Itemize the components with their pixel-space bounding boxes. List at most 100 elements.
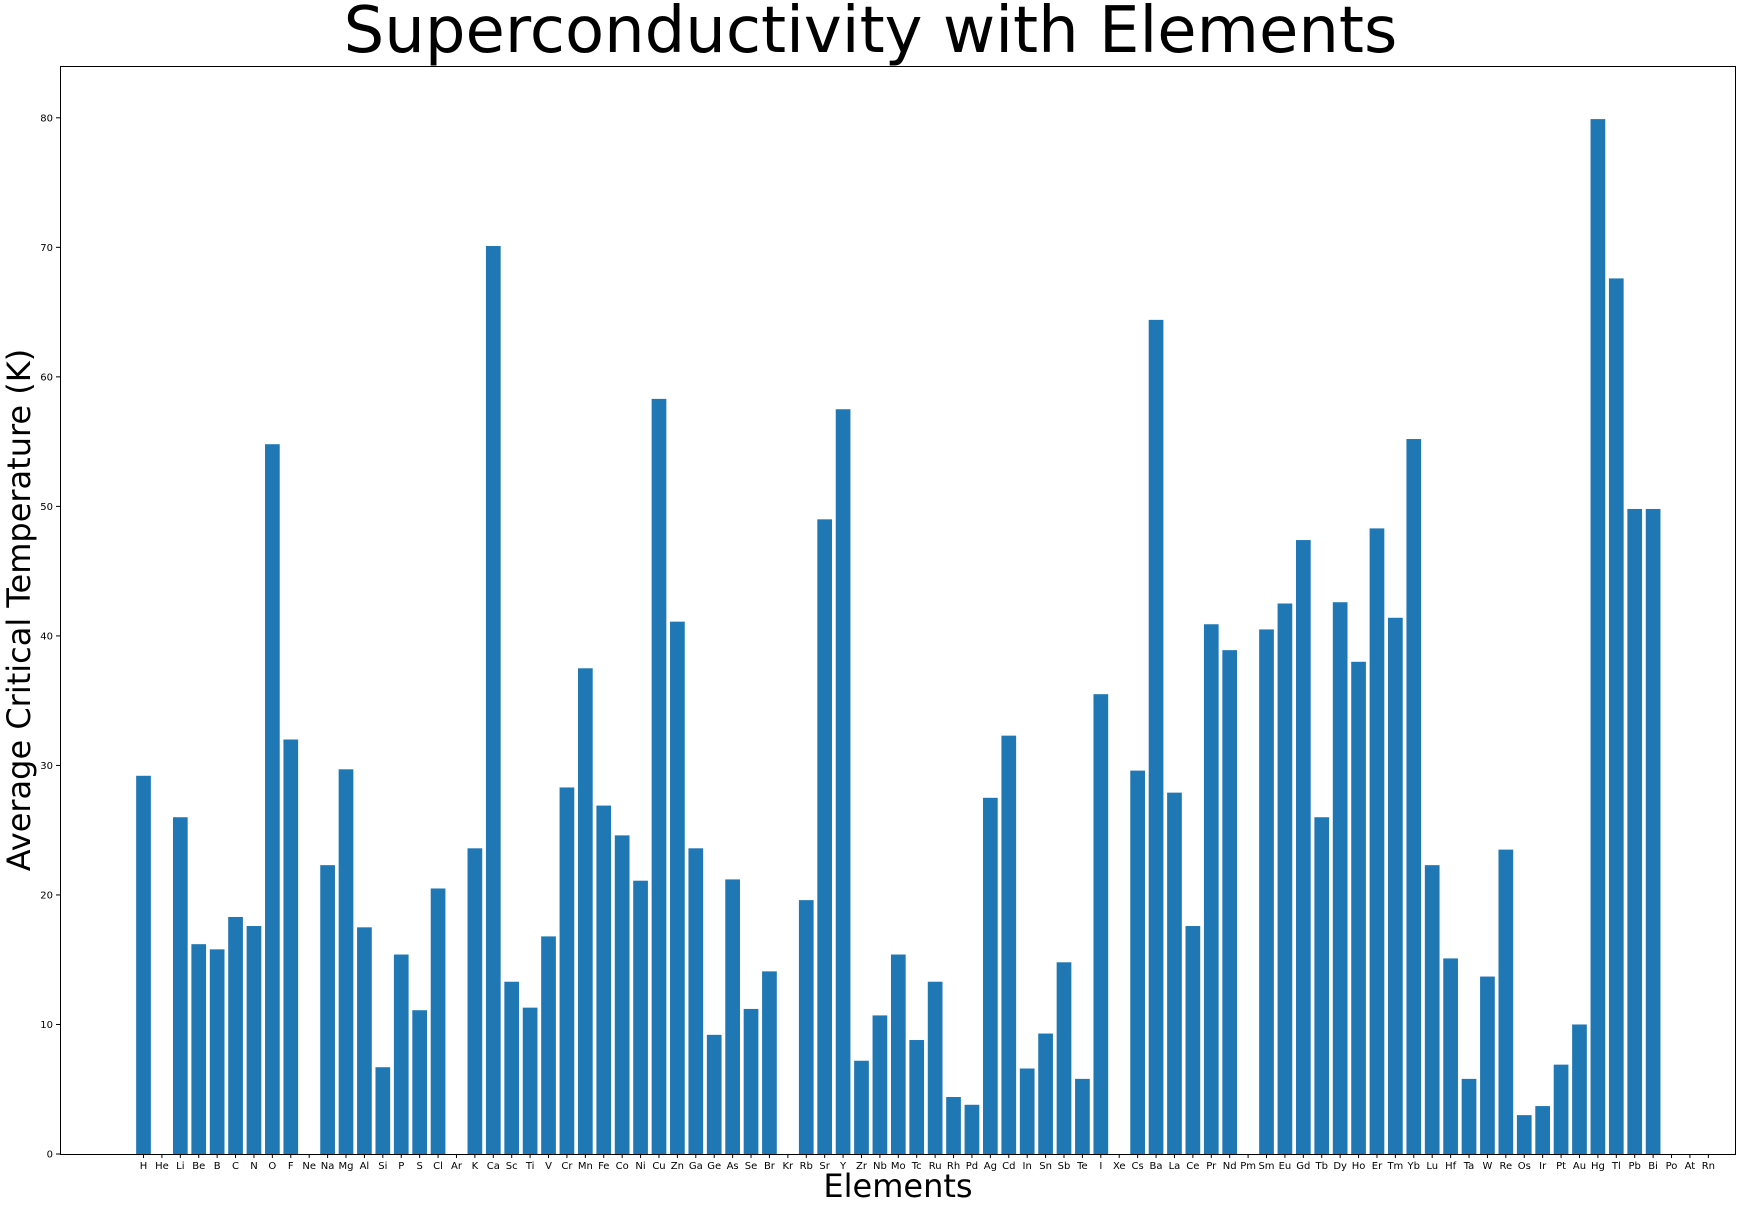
bar-Re xyxy=(1498,849,1514,1154)
chart-title: Superconductivity with Elements xyxy=(343,0,1398,68)
x-tick-label: Co xyxy=(616,1161,629,1172)
x-tick-label: Be xyxy=(192,1161,205,1172)
x-tick-label: Os xyxy=(1518,1161,1531,1172)
bar-Pd xyxy=(964,1104,980,1154)
x-tick-label: Bi xyxy=(1648,1161,1658,1172)
x-tick-label: S xyxy=(416,1161,422,1172)
x-tick-label: Fe xyxy=(598,1161,609,1172)
bar-Mo xyxy=(890,954,906,1154)
y-tick-label: 70 xyxy=(40,243,53,254)
bar-Cd xyxy=(1001,735,1017,1154)
x-tick-label: H xyxy=(140,1161,148,1172)
x-tick-label: Ru xyxy=(929,1161,942,1172)
x-tick-label: Ce xyxy=(1186,1161,1199,1172)
y-axis-ticks: 0 10 20 30 40 50 60 70 80 xyxy=(40,113,60,1161)
x-tick-label: Na xyxy=(321,1161,335,1172)
x-tick-label: Ba xyxy=(1150,1161,1163,1172)
y-tick-label: 50 xyxy=(40,502,53,513)
x-tick-label: N xyxy=(250,1161,257,1172)
bar-Se xyxy=(743,1008,759,1154)
x-tick-label: K xyxy=(472,1161,479,1172)
y-tick-label: 10 xyxy=(40,1020,53,1031)
y-tick-label: 60 xyxy=(40,372,53,383)
x-tick-label: Sc xyxy=(506,1161,518,1172)
x-tick-label: Dy xyxy=(1333,1161,1347,1172)
y-tick-label: 80 xyxy=(40,113,53,124)
x-tick-label: O xyxy=(268,1161,276,1172)
bar-I xyxy=(1093,694,1109,1154)
x-tick-label: Nd xyxy=(1223,1161,1237,1172)
bar-O xyxy=(265,444,280,1155)
bar-Sr xyxy=(817,519,833,1154)
x-tick-label: B xyxy=(214,1161,221,1172)
x-tick-label: In xyxy=(1023,1161,1032,1172)
bar-Te xyxy=(1075,1078,1090,1154)
x-tick-label: Ir xyxy=(1539,1161,1547,1172)
bar-Cr xyxy=(559,787,575,1154)
x-tick-label: Ag xyxy=(984,1161,997,1172)
x-tick-label: Po xyxy=(1666,1161,1678,1172)
x-tick-label: Er xyxy=(1372,1161,1383,1172)
x-axis-ticks: H He Li Be B C N O F Ne Na Mg Al Si P S Cl Ar K Ca Sc Ti V Cr Mn… xyxy=(140,1154,1715,1172)
x-tick-label: I xyxy=(1099,1161,1102,1172)
bar-F xyxy=(283,739,299,1154)
x-tick-label: He xyxy=(155,1161,169,1172)
x-tick-label: Y xyxy=(839,1161,847,1172)
bar-Ta xyxy=(1461,1078,1477,1154)
x-tick-label: Ca xyxy=(487,1161,500,1172)
x-tick-label: Ga xyxy=(689,1161,703,1172)
x-tick-label: V xyxy=(545,1161,552,1172)
bar-Ag xyxy=(983,797,998,1154)
bar-Os xyxy=(1516,1115,1532,1154)
x-tick-label: La xyxy=(1169,1161,1181,1172)
x-tick-label: Mg xyxy=(339,1161,354,1172)
x-tick-label: Xe xyxy=(1113,1161,1126,1172)
x-tick-label: Ge xyxy=(707,1161,721,1172)
bar-Rh xyxy=(946,1097,961,1154)
bar-Co xyxy=(614,835,630,1154)
x-tick-label: Nb xyxy=(873,1161,887,1172)
bar-Li xyxy=(172,817,188,1154)
bar-H xyxy=(136,775,151,1154)
x-tick-label: Hg xyxy=(1591,1161,1605,1172)
x-tick-label: Tl xyxy=(1611,1161,1621,1172)
bar-Tb xyxy=(1314,817,1330,1154)
x-tick-label: Si xyxy=(378,1161,387,1172)
x-tick-label: Br xyxy=(764,1161,776,1172)
bar-Br xyxy=(762,971,777,1154)
bar-Sm xyxy=(1259,629,1274,1154)
x-tick-label: As xyxy=(727,1161,739,1172)
x-tick-label: Hf xyxy=(1445,1161,1457,1172)
x-tick-label: At xyxy=(1685,1161,1696,1172)
x-tick-label: Kr xyxy=(783,1161,795,1172)
bar-Eu xyxy=(1277,603,1293,1154)
bar-Er xyxy=(1369,528,1385,1154)
x-tick-label: F xyxy=(288,1161,294,1172)
bar-B xyxy=(209,949,225,1154)
bar-Ce xyxy=(1185,926,1201,1154)
x-tick-label: Rn xyxy=(1702,1161,1715,1172)
bar-Ga xyxy=(688,848,704,1154)
bar-Lu xyxy=(1424,865,1440,1154)
bar-Mn xyxy=(577,668,593,1154)
x-tick-label: Sm xyxy=(1258,1161,1274,1172)
bar-Ir xyxy=(1535,1106,1551,1154)
x-tick-label: Cs xyxy=(1132,1161,1144,1172)
y-tick-label: 0 xyxy=(47,1150,53,1161)
x-tick-label: Re xyxy=(1500,1161,1513,1172)
bar-Na xyxy=(320,865,335,1154)
bar-Nd xyxy=(1222,650,1238,1154)
x-tick-label: Al xyxy=(360,1161,370,1172)
bar-In xyxy=(1019,1068,1035,1154)
x-tick-label: Ho xyxy=(1352,1161,1366,1172)
bar-Be xyxy=(191,944,207,1154)
x-tick-label: Tb xyxy=(1315,1161,1328,1172)
bar-Bi xyxy=(1645,508,1661,1155)
y-tick-label: 30 xyxy=(40,761,53,772)
x-tick-label: Cl xyxy=(433,1161,443,1172)
x-tick-label: Ta xyxy=(1463,1161,1475,1172)
bar-Si xyxy=(375,1067,391,1154)
x-tick-label: Pr xyxy=(1206,1161,1217,1172)
bar-Fe xyxy=(596,805,612,1154)
